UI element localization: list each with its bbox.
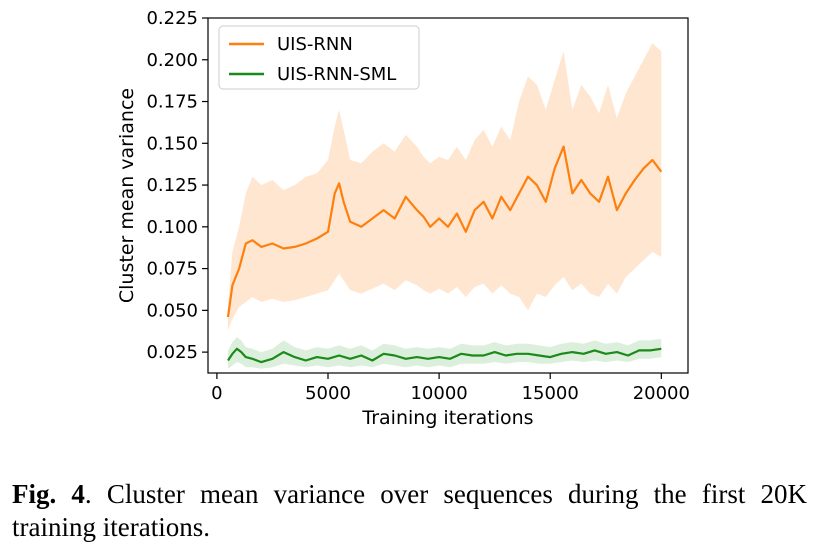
y-axis-ticks: 0.025 0.050 0.075 0.100 0.125 0.150 0.175 0.200…: [146, 8, 208, 363]
y-tick-label: 0.175: [146, 92, 198, 113]
legend: UIS-RNN UIS-RNN-SML: [218, 25, 420, 90]
legend-entry-0: UIS-RNN: [277, 34, 353, 55]
y-tick-label: 0.225: [146, 8, 198, 29]
y-tick-label: 0.050: [146, 300, 198, 321]
x-tick-label: 15000: [522, 383, 579, 404]
x-tick-label: 20000: [633, 383, 690, 404]
legend-entry-1: UIS-RNN-SML: [277, 64, 396, 85]
y-tick-label: 0.200: [146, 50, 198, 71]
plot-frame: [207, 17, 689, 374]
band-1: [228, 337, 662, 369]
x-tick-label: 5000: [305, 383, 351, 404]
band-0: [228, 43, 662, 331]
x-axis-ticks: 0 5000 10000 15000 20000: [211, 373, 690, 404]
x-tick-label: 0: [211, 383, 222, 404]
series-line-1: [227, 347, 662, 364]
y-tick-label: 0.100: [146, 217, 198, 238]
series-line-0: [226, 145, 663, 318]
confidence-bands: [228, 43, 662, 369]
y-tick-label: 0.150: [146, 133, 198, 154]
y-tick-label: 0.025: [146, 342, 198, 363]
y-tick-label: 0.125: [146, 175, 198, 196]
y-axis-label: Cluster mean variance: [116, 88, 138, 303]
legend-box: [218, 25, 420, 90]
y-tick-label: 0.075: [146, 259, 198, 280]
caption-text: . Cluster mean variance over sequences d…: [12, 479, 807, 542]
figure-caption: Fig. 4. Cluster mean variance over seque…: [12, 478, 807, 544]
figure-label: Fig. 4: [12, 479, 85, 509]
line-chart: 0 5000 10000 15000 20000 0.025 0.050 0.075 0.10…: [116, 8, 690, 429]
x-axis-label: Training iterations: [361, 407, 533, 429]
series-lines: [226, 145, 663, 364]
x-tick-label: 10000: [410, 383, 467, 404]
